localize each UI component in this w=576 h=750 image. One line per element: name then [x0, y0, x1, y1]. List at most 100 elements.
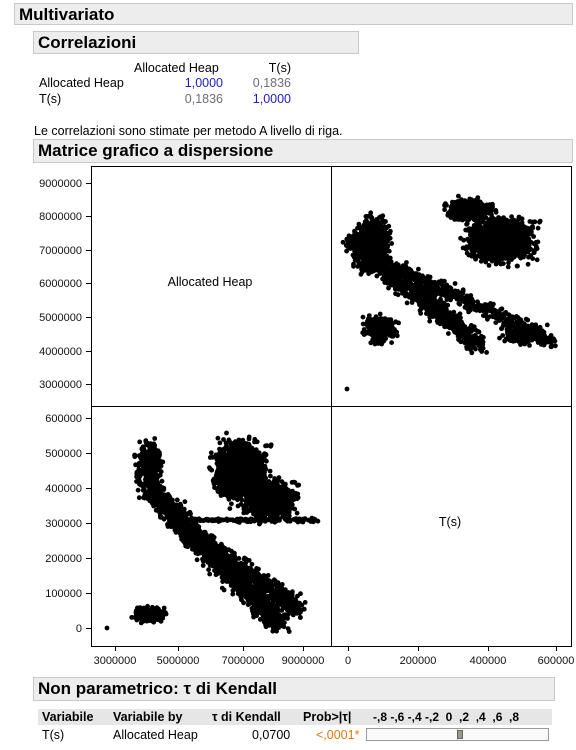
scatter-point [396, 320, 401, 326]
scatter-point [501, 215, 506, 221]
scatter-point [489, 219, 494, 225]
scatter-point [361, 250, 367, 256]
scatter-point [368, 340, 374, 346]
scatter-point [471, 224, 477, 230]
scatter-point [489, 254, 495, 259]
scatter-point [387, 235, 393, 241]
scatter-point [473, 203, 478, 208]
scatter-point [548, 333, 554, 338]
scatter-point [373, 220, 378, 226]
scatter-point [451, 322, 456, 328]
scatter-point [215, 435, 221, 441]
scatter-point [377, 311, 383, 317]
scatter-point [537, 218, 543, 224]
scatter-point [468, 323, 474, 328]
scatter-point [532, 332, 538, 337]
scatter-point [446, 331, 451, 336]
scatter-point [477, 225, 483, 231]
scatter-point [460, 322, 466, 327]
correlations-header[interactable]: Correlazioni [33, 31, 359, 54]
scatter-point [389, 340, 394, 345]
scatter-point [371, 250, 376, 256]
scatter-point [373, 255, 379, 260]
scatter-point [358, 271, 364, 277]
scatter-point [456, 329, 462, 334]
scatter-point [515, 263, 520, 269]
scatter-point [485, 302, 490, 308]
scatter-point [365, 264, 371, 270]
scatter-point [506, 330, 512, 335]
scatter-point [476, 343, 482, 348]
scatter-point [368, 232, 373, 238]
scatter-point [446, 318, 451, 324]
scatter-point [388, 318, 393, 324]
scatter-point [521, 327, 526, 333]
scatter-point [492, 237, 498, 243]
scatter-point [454, 289, 459, 295]
scatter-point [372, 228, 378, 234]
scatter-point [357, 225, 363, 231]
scatter-point [427, 294, 433, 300]
scatter-point [513, 223, 518, 229]
scatter-point [505, 245, 511, 251]
scatter-point [382, 225, 387, 231]
scatter-point [483, 259, 489, 265]
scatter-point [525, 317, 531, 323]
scatter-point [468, 232, 473, 238]
scatter-point [442, 278, 447, 284]
scatter-point [485, 246, 491, 251]
scatter-point [464, 250, 470, 256]
scatter-point [359, 267, 365, 273]
scatter-point [522, 341, 528, 347]
scatter-point [418, 311, 424, 316]
scatter-matrix-header[interactable]: Matrice grafico a dispersione [33, 139, 573, 163]
scatter-point [395, 274, 400, 280]
multivariate-header[interactable]: Multivariato [14, 3, 573, 25]
scatter-cell-top-right [340, 193, 558, 392]
scatter-point [473, 303, 479, 309]
scatter-point [229, 501, 234, 507]
scatter-point [418, 292, 423, 298]
scatter-point [513, 333, 519, 339]
scatter-point [467, 346, 473, 351]
scatter-point [484, 350, 489, 355]
scatter-point [489, 214, 495, 220]
scatter-point [378, 214, 384, 220]
scatter-point [346, 242, 351, 247]
multivariate-title: Multivariato [19, 5, 115, 24]
scatter-point [441, 302, 447, 308]
scatter-point [356, 234, 362, 240]
scatter-point [442, 202, 447, 208]
scatter-point [531, 249, 537, 255]
scatter-point [409, 270, 415, 275]
scatter-point [428, 309, 434, 315]
scatter-point [530, 219, 536, 225]
scatter-point [389, 241, 395, 246]
scatter-point [360, 240, 365, 246]
scatter-point [428, 304, 434, 309]
scatter-point [510, 230, 515, 236]
scatter-point [377, 270, 383, 275]
scatter-point [367, 257, 373, 262]
scatter-point [498, 244, 503, 250]
scatter-point [463, 328, 469, 334]
scatter-point [538, 340, 544, 346]
scatter-point [420, 274, 425, 279]
scatter-point [467, 212, 472, 218]
scatter-point [383, 249, 389, 255]
scatter-point [494, 315, 500, 321]
scatter-point [432, 293, 438, 299]
scatter-point [506, 260, 511, 266]
scatter-point [498, 261, 504, 267]
scatter-point [385, 280, 391, 286]
corr-col-header-heap: Allocated Heap [134, 61, 219, 75]
scatter-point [501, 231, 506, 237]
scatter-point [493, 310, 499, 316]
scatter-point [365, 220, 371, 226]
scatter-point [478, 242, 484, 248]
scatter-point [507, 222, 513, 228]
scatter-point [390, 281, 395, 286]
scatter-point [442, 324, 448, 330]
scatter-point [441, 318, 446, 324]
